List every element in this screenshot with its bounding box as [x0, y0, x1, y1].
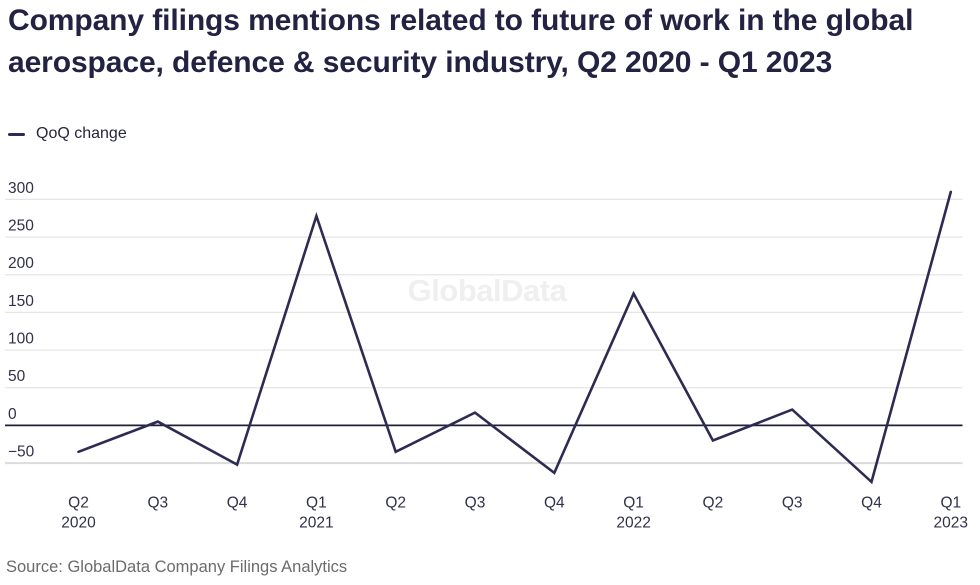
- x-tick-quarter: Q3: [782, 495, 803, 512]
- x-tick-quarter: Q2: [68, 495, 89, 512]
- x-tick-label: Q1 2022: [616, 495, 650, 532]
- x-tick-label: Q3: [465, 495, 486, 512]
- y-tick-label: 100: [8, 331, 34, 348]
- x-tick-label: Q4: [227, 495, 248, 512]
- x-tick-quarter: Q1: [623, 495, 644, 512]
- legend-line-swatch: [8, 132, 25, 136]
- y-tick-label: 300: [8, 180, 34, 197]
- x-tick-year: 2023: [934, 515, 968, 532]
- x-tick-quarter: Q3: [147, 495, 168, 512]
- x-tick-year: 2021: [299, 515, 333, 532]
- x-tick-quarter: Q2: [703, 495, 724, 512]
- x-tick-label: Q2: [703, 495, 724, 512]
- x-tick-quarter: Q1: [940, 495, 961, 512]
- x-tick-quarter: Q4: [227, 495, 248, 512]
- x-tick-quarter: Q3: [465, 495, 486, 512]
- x-tick-label: Q2 2020: [61, 495, 96, 532]
- x-tick-label: Q1 2021: [299, 495, 333, 532]
- x-tick-label: Q2: [385, 495, 406, 512]
- x-tick-quarter: Q1: [306, 495, 327, 512]
- x-tick-quarter: Q4: [544, 495, 565, 512]
- series-line-qoq-change: [77, 190, 953, 485]
- x-tick-label: Q4: [861, 495, 882, 512]
- legend-label: QoQ change: [36, 125, 127, 142]
- watermark: GlobalData: [408, 273, 568, 308]
- y-tick-label: 250: [8, 218, 34, 235]
- x-tick-year: 2022: [616, 515, 650, 532]
- y-tick-label: 0: [8, 406, 17, 423]
- chart-title: Company filings mentions related to futu…: [8, 4, 914, 79]
- x-tick-year: 2020: [61, 515, 96, 532]
- y-tick-label: 150: [8, 293, 34, 310]
- x-tick-quarter: Q4: [861, 495, 882, 512]
- x-tick-label: Q4: [544, 495, 565, 512]
- x-tick-label: Q3: [147, 495, 168, 512]
- x-tick-quarter: Q2: [385, 495, 406, 512]
- legend: QoQ change: [8, 124, 127, 144]
- y-tick-label: 200: [8, 255, 34, 272]
- x-tick-label: Q3: [782, 495, 803, 512]
- source-attribution: Source: GlobalData Company Filings Analy…: [6, 558, 348, 576]
- y-tick-label: 50: [8, 368, 26, 385]
- x-tick-label: Q1 2023: [934, 495, 968, 532]
- y-tick-label: −50: [8, 444, 35, 461]
